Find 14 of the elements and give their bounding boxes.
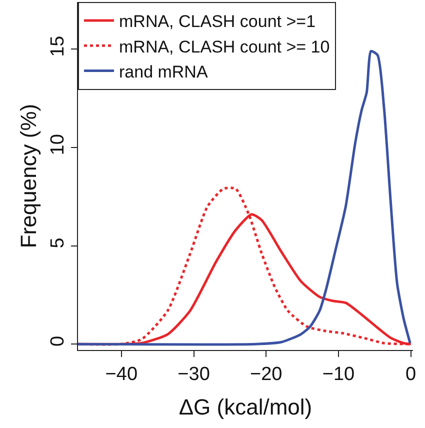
x-axis-title: ΔG (kcal/mol) <box>178 394 312 420</box>
legend-label: rand mRNA <box>119 62 208 82</box>
legend-label: mRNA, CLASH count >= 10 <box>119 37 330 56</box>
y-tick-label: 0 <box>47 336 68 347</box>
y-axis-title: Frequency (%) <box>16 104 42 248</box>
x-tick-label: −10 <box>322 364 355 385</box>
x-tick-label: −30 <box>178 364 210 385</box>
y-tick-label: 5 <box>47 238 68 248</box>
x-tick-label: −40 <box>105 364 138 385</box>
x-tick-label: −20 <box>250 364 282 385</box>
x-tick-label: 0 <box>406 364 416 385</box>
y-tick-label: 15 <box>47 36 68 57</box>
legend-label: mRNA, CLASH count >=1 <box>119 12 316 32</box>
y-tick-label: 10 <box>47 134 68 156</box>
